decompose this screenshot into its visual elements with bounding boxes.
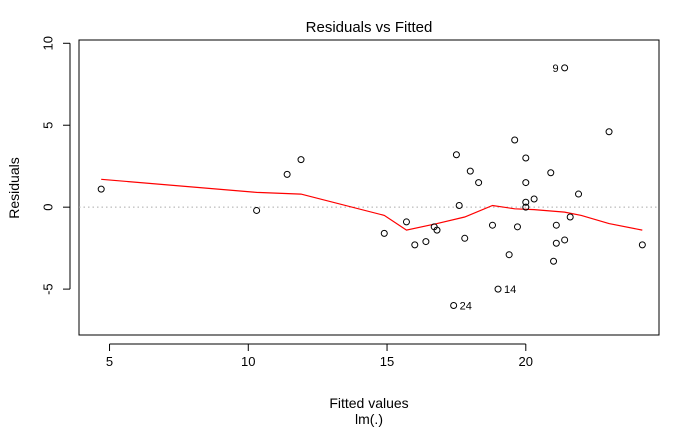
data-point bbox=[522, 154, 530, 162]
y-tick-label: 5 bbox=[40, 122, 55, 129]
data-point bbox=[605, 128, 613, 136]
data-point bbox=[422, 238, 430, 246]
x-axis: 5 10 15 20 bbox=[106, 343, 533, 369]
data-point bbox=[552, 239, 560, 247]
y-tick-label: 10 bbox=[40, 36, 55, 50]
data-point bbox=[522, 179, 530, 187]
data-point bbox=[466, 167, 474, 175]
point-label: 14 bbox=[504, 284, 516, 296]
data-point bbox=[380, 229, 388, 237]
data-point bbox=[433, 226, 441, 234]
y-tick-label: -5 bbox=[40, 283, 55, 295]
data-point bbox=[455, 202, 463, 210]
point-labels-layer: 24 14 9 bbox=[460, 63, 559, 313]
x-tick-label: 15 bbox=[380, 354, 394, 369]
data-point bbox=[575, 190, 583, 198]
y-axis: -5 0 5 10 bbox=[40, 36, 71, 295]
data-point bbox=[561, 64, 569, 72]
data-point bbox=[505, 251, 513, 259]
data-point bbox=[411, 241, 419, 249]
data-point bbox=[561, 236, 569, 244]
data-point bbox=[475, 179, 483, 187]
data-point bbox=[522, 203, 530, 211]
y-axis-label: Residuals bbox=[6, 157, 22, 218]
points-layer bbox=[97, 64, 646, 309]
smoother-line bbox=[101, 178, 643, 231]
smoother-layer bbox=[101, 178, 643, 231]
x-axis-label: Fitted values bbox=[329, 395, 408, 411]
data-point bbox=[550, 257, 558, 265]
data-point bbox=[513, 223, 521, 231]
data-point bbox=[488, 221, 496, 229]
chart-title: Residuals vs Fitted bbox=[306, 19, 433, 36]
data-point bbox=[461, 234, 469, 242]
data-point bbox=[522, 198, 530, 206]
data-point bbox=[530, 195, 538, 203]
x-tick-label: 10 bbox=[241, 354, 255, 369]
plot-frame bbox=[78, 39, 660, 336]
data-point bbox=[283, 170, 291, 178]
data-point bbox=[547, 169, 555, 177]
y-tick-label: 0 bbox=[40, 204, 55, 211]
data-point bbox=[450, 302, 458, 309]
x-tick-label: 5 bbox=[106, 354, 113, 369]
data-point bbox=[638, 241, 646, 249]
data-point bbox=[511, 136, 519, 144]
data-point bbox=[494, 285, 502, 293]
data-point bbox=[566, 213, 574, 221]
data-point bbox=[452, 151, 460, 159]
data-point bbox=[253, 206, 261, 214]
x-tick-label: 20 bbox=[519, 354, 533, 369]
data-point bbox=[402, 218, 410, 226]
x-axis-sublabel: lm(.) bbox=[355, 411, 383, 427]
data-point bbox=[552, 221, 560, 229]
data-point bbox=[97, 185, 105, 193]
data-point bbox=[297, 156, 305, 164]
point-label: 9 bbox=[553, 63, 559, 75]
point-label: 24 bbox=[460, 301, 472, 313]
